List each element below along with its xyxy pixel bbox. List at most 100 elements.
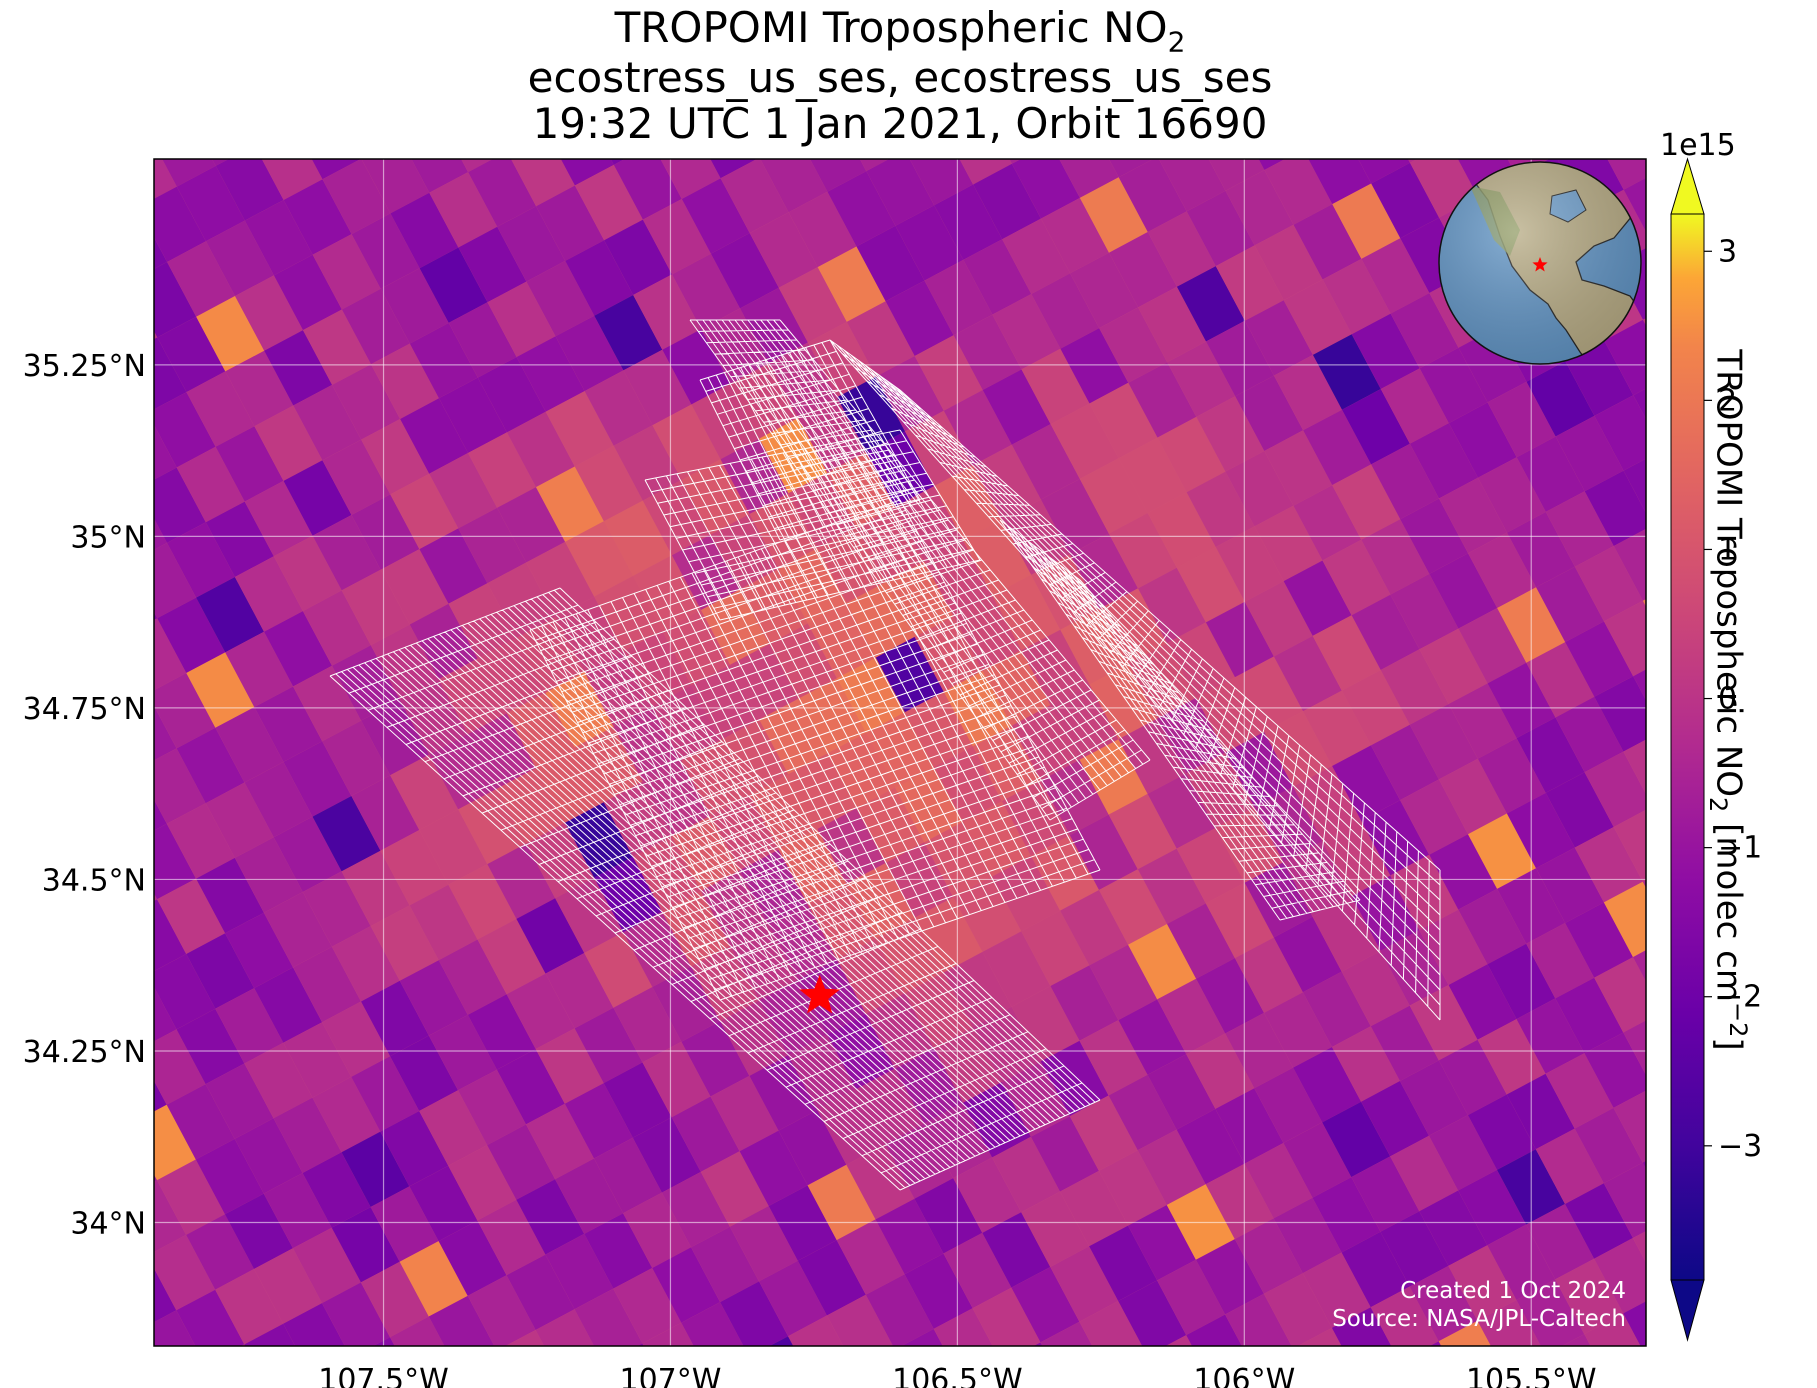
no2-pixel <box>1079 177 1148 253</box>
no2-pixel <box>1040 1321 1093 1346</box>
no2-pixel <box>154 1268 177 1323</box>
no2-pixel <box>769 623 837 699</box>
no2-pixel <box>1351 875 1420 951</box>
no2-pixel <box>1623 1020 1646 1076</box>
no2-pixel <box>497 206 566 282</box>
no2-pixel <box>254 967 323 1043</box>
no2-pixel <box>536 466 604 542</box>
no2-pixel <box>1138 567 1206 644</box>
no2-pixel <box>603 1062 672 1138</box>
no2-pixel <box>1594 676 1646 752</box>
no2-pixel <box>933 1308 993 1346</box>
no2-pixel <box>312 1076 381 1153</box>
no2-pixel <box>876 75 944 150</box>
colorbar-tick-label: 0 <box>1718 682 1737 717</box>
no2-pixel <box>1167 341 1236 417</box>
no2-pixel <box>1196 958 1264 1034</box>
no2-pixel <box>574 164 643 241</box>
no2-pixel <box>215 426 284 502</box>
no2-pixel <box>564 1083 633 1159</box>
no2-pixel <box>154 893 158 901</box>
no2-pixel <box>399 679 468 755</box>
no2-pixel <box>526 541 595 618</box>
no2-pixel <box>261 159 323 200</box>
no2-pixel <box>477 357 546 433</box>
no2-pixel <box>351 213 420 289</box>
no2-pixel <box>70 1276 138 1351</box>
no2-pixel <box>399 960 468 1036</box>
no2-pixel <box>1584 751 1646 827</box>
no2-pixel <box>154 467 206 543</box>
no2-pixel <box>332 83 400 158</box>
no2-pixel <box>846 863 915 939</box>
no2-pixel <box>934 746 1002 822</box>
no2-pixel <box>1574 827 1643 903</box>
colorbar-scale-label: 1e15 <box>1660 128 1736 163</box>
no2-pixel <box>303 309 371 385</box>
no2-pixel <box>1109 1356 1177 1388</box>
no2-pixel <box>642 1041 711 1118</box>
no2-pixel <box>60 1352 128 1388</box>
credit-source: Source: NASA/JPL-Caltech <box>1332 1306 1626 1332</box>
no2-pixel <box>1536 847 1604 923</box>
no2-pixel <box>536 185 605 261</box>
no2-pixel <box>312 796 381 872</box>
no2-pixel <box>487 1124 556 1200</box>
no2-pixel <box>1033 1342 1043 1346</box>
no2-pixel <box>390 1035 458 1111</box>
no2-pixel <box>1118 1280 1187 1346</box>
no2-pixel <box>584 932 653 1008</box>
no2-pixel <box>613 1268 682 1344</box>
no2-pixel <box>1429 553 1498 629</box>
no2-pixel <box>244 480 313 557</box>
y-tick-label: 34.75°N <box>23 692 146 727</box>
no2-pixel <box>1322 539 1391 616</box>
no2-pixel <box>1623 177 1646 232</box>
no2-pixel <box>448 583 517 659</box>
no2-pixel <box>681 1021 750 1097</box>
no2-pixel <box>1050 965 1119 1041</box>
no2-pixel <box>428 1014 497 1091</box>
no2-pixel <box>817 1370 885 1388</box>
no2-pixel <box>1332 1026 1400 1102</box>
no2-pixel <box>992 855 1061 932</box>
no2-pixel <box>1283 1122 1352 1198</box>
no2-pixel <box>1361 519 1430 595</box>
no2-pixel <box>671 815 740 891</box>
no2-pixel <box>1613 1368 1681 1388</box>
no2-pixel <box>273 254 342 331</box>
no2-pixel <box>924 540 993 617</box>
colorbar-extend-max <box>1670 157 1705 215</box>
no2-pixel <box>1109 232 1177 308</box>
no2-pixel <box>837 376 905 452</box>
no2-pixel <box>760 159 828 213</box>
no2-pixel <box>885 280 954 356</box>
site-star-icon <box>799 974 841 1014</box>
no2-pixel <box>468 159 537 227</box>
no2-pixel <box>1419 347 1488 424</box>
no2-pixel <box>856 787 925 864</box>
no2-pixel <box>1603 881 1646 958</box>
no2-pixel <box>1477 1300 1541 1346</box>
no2-pixel <box>154 954 216 1030</box>
no2-pixel <box>1633 388 1646 420</box>
no2-pixel <box>322 439 391 515</box>
no2-pixel <box>154 1234 216 1311</box>
no2-pixel <box>322 159 391 235</box>
no2-pixel <box>244 1323 296 1346</box>
no2-pixel <box>1157 1259 1226 1336</box>
no2-pixel <box>478 76 546 151</box>
no2-pixel <box>516 898 585 974</box>
no2-pixel <box>1516 1279 1585 1346</box>
footprint-patch <box>829 339 1441 1021</box>
no2-pixel <box>1613 809 1646 882</box>
no2-pixel <box>497 487 566 563</box>
no2-pixel <box>411 159 469 193</box>
no2-pixel <box>167 522 235 598</box>
no2-pixel <box>1409 1265 1478 1342</box>
no2-pixel <box>1516 436 1585 512</box>
no2-pixel <box>1390 854 1459 931</box>
x-tick-label: 107.5°W <box>318 1363 449 1388</box>
no2-pixel <box>212 159 229 166</box>
no2-pixel <box>1079 458 1148 534</box>
